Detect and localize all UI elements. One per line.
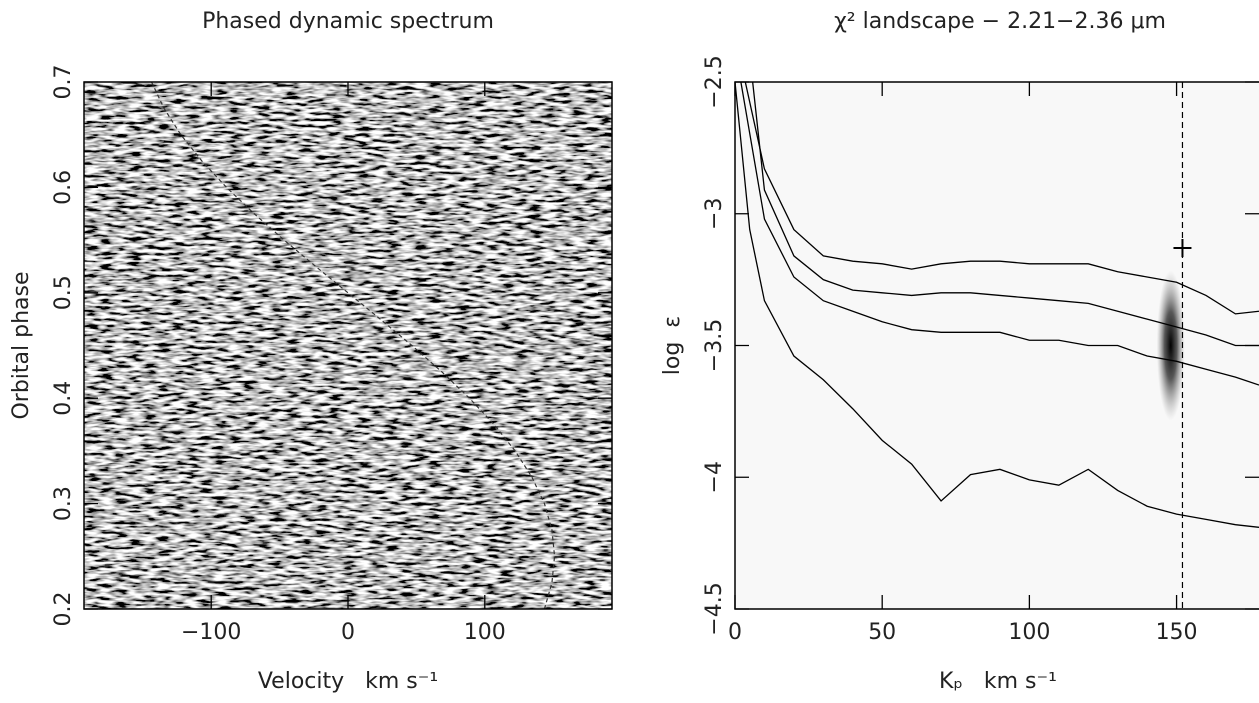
- y-tick-label: −4.5: [702, 582, 727, 635]
- chi2-peak: [1156, 270, 1185, 421]
- x-tick-label: 150: [1156, 620, 1198, 645]
- x-axis-label: Velocity km s⁻¹: [258, 669, 438, 694]
- x-tick-label: 100: [1008, 620, 1050, 645]
- y-tick-label: −3: [702, 198, 727, 230]
- marker-cross: [1173, 239, 1192, 258]
- y-tick-label: −2.5: [702, 55, 727, 108]
- y-tick-label: 0.4: [51, 381, 76, 416]
- y-tick-label: −3.5: [702, 319, 727, 372]
- y-tick-label: −4: [702, 461, 727, 493]
- data-band: [84, 427, 612, 504]
- x-tick-label: 100: [464, 620, 506, 645]
- x-tick-label: 50: [868, 620, 896, 645]
- contour-line: [752, 82, 1259, 347]
- data-band: [84, 366, 612, 381]
- x-tick-label: 0: [341, 620, 355, 645]
- chart-title: Phased dynamic spectrum: [202, 9, 494, 34]
- x-tick-label: −100: [181, 620, 241, 645]
- x-axis-label: Kₚ km s⁻¹: [939, 669, 1057, 694]
- y-axis-label: Orbital phase: [9, 271, 34, 419]
- chart-title: χ² landscape − 2.21−2.36 μm: [834, 9, 1166, 34]
- plot-area: [735, 82, 1259, 609]
- data-band: [84, 207, 612, 293]
- y-tick-label: 0.3: [51, 486, 76, 521]
- data-band: [84, 390, 612, 397]
- y-tick-label: 0.5: [51, 275, 76, 310]
- contour-line: [735, 82, 1259, 528]
- x-tick-label: 0: [728, 620, 742, 645]
- plot-area: [84, 82, 612, 609]
- contour-line: [740, 82, 1259, 386]
- plot-background: [84, 82, 612, 609]
- y-tick-label: 0.6: [51, 170, 76, 205]
- y-tick-label: 0.2: [51, 592, 76, 627]
- y-tick-label: 0.7: [51, 65, 76, 100]
- data-band: [84, 400, 612, 420]
- trajectory-line: [151, 82, 556, 609]
- contour-line: [744, 82, 1259, 315]
- y-axis-label: log ε: [660, 316, 685, 375]
